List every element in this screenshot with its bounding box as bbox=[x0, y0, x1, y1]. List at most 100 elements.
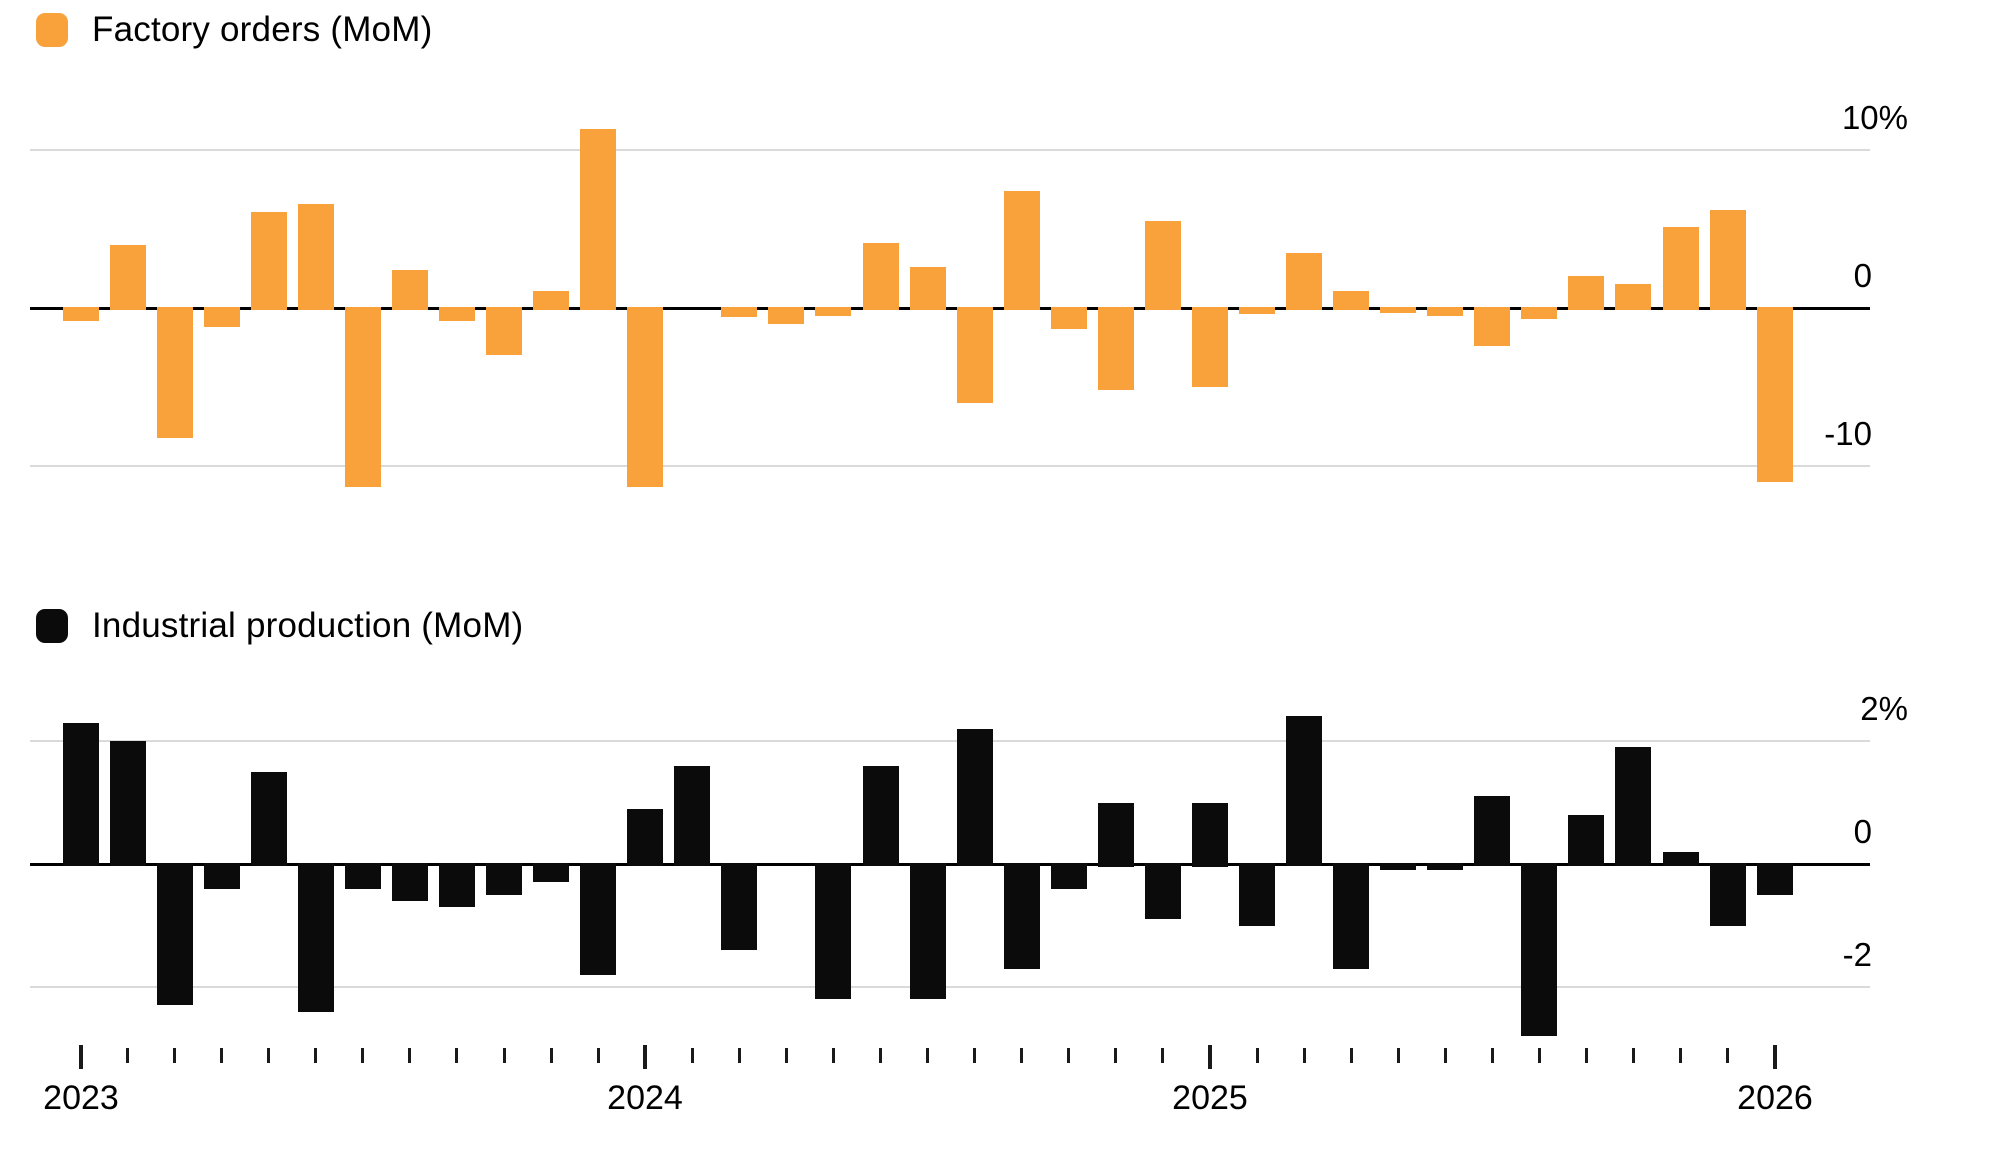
x-axis-minor-tick bbox=[1444, 1048, 1447, 1063]
industrial-production-bar-may-2024 bbox=[815, 863, 851, 999]
x-axis-minor-tick bbox=[738, 1048, 741, 1063]
industrial-production-bar-feb-2023 bbox=[110, 741, 146, 866]
x-axis-major-tick bbox=[1208, 1045, 1212, 1069]
industrial-production-bar-apr-2023 bbox=[204, 863, 240, 889]
legend-industrial-production: Industrial production (MoM) bbox=[36, 608, 523, 644]
industrial-production-bar-feb-2024 bbox=[674, 766, 710, 866]
industrial-production-bar-sep-2024 bbox=[1004, 863, 1040, 969]
industrial-production-bar-may-2023 bbox=[251, 772, 287, 866]
x-axis-minor-tick bbox=[1161, 1048, 1164, 1063]
factory-orders-bar-apr-2023 bbox=[204, 307, 240, 327]
industrial-production-bar-oct-2025 bbox=[1615, 747, 1651, 866]
x-axis-minor-tick bbox=[1114, 1048, 1117, 1063]
x-axis-minor-tick bbox=[1397, 1048, 1400, 1063]
industrial-production-bar-apr-2025 bbox=[1333, 863, 1369, 969]
industrial-production-bar-nov-2025 bbox=[1663, 852, 1699, 866]
factory-orders-bar-oct-2023 bbox=[486, 307, 522, 355]
industrial-production-bar-oct-2024 bbox=[1051, 863, 1087, 889]
legend-factory-orders-label: Factory orders (MoM) bbox=[92, 10, 433, 49]
factory-orders-bar-aug-2024 bbox=[957, 307, 993, 403]
x-axis-minor-tick bbox=[1491, 1048, 1494, 1063]
x-axis-year-label-2025: 2025 bbox=[1172, 1079, 1248, 1117]
x-axis-major-tick bbox=[79, 1045, 83, 1069]
factory-orders-bar-jan-2025 bbox=[1192, 307, 1228, 387]
legend-factory-orders: Factory orders (MoM) bbox=[36, 12, 432, 48]
industrial-production-bar-jan-2025 bbox=[1192, 803, 1228, 867]
factory-orders-bar-sep-2025 bbox=[1568, 276, 1604, 310]
industrial-production-bar-aug-2024 bbox=[957, 729, 993, 866]
industrial-production-ytick-label-2%: 2% bbox=[1860, 690, 1908, 727]
factory-orders-bar-sep-2023 bbox=[439, 307, 475, 321]
factory-orders-bar-jul-2023 bbox=[345, 307, 381, 487]
industrial-production-bar-jun-2025 bbox=[1427, 863, 1463, 870]
x-axis-minor-tick bbox=[1632, 1048, 1635, 1063]
factory-orders-bar-mar-2023 bbox=[157, 307, 193, 438]
industrial-production-bar-jun-2023 bbox=[298, 863, 334, 1012]
industrial-production-bar-aug-2023 bbox=[392, 863, 428, 901]
x-axis-minor-tick bbox=[550, 1048, 553, 1063]
factory-orders-ytick-label-10%: 10% bbox=[1841, 99, 1908, 136]
industrial-production-bar-nov-2023 bbox=[533, 863, 569, 882]
factory-orders-bar-nov-2024 bbox=[1098, 307, 1134, 390]
x-axis-minor-tick bbox=[220, 1048, 223, 1063]
industrial-production-bar-mar-2023 bbox=[157, 863, 193, 1005]
factory-orders-swatch-icon bbox=[36, 13, 68, 47]
factory-orders-bar-nov-2025 bbox=[1663, 227, 1699, 310]
factory-orders-bar-aug-2023 bbox=[392, 270, 428, 310]
x-axis-minor-tick bbox=[1256, 1048, 1259, 1063]
factory-orders-bar-jan-2026 bbox=[1757, 307, 1793, 482]
industrial-production-bar-jan-2026 bbox=[1757, 863, 1793, 895]
x-axis-minor-tick bbox=[973, 1048, 976, 1063]
industrial-production-bar-jan-2023 bbox=[63, 723, 99, 866]
factory-orders-bar-mar-2024 bbox=[721, 307, 757, 317]
x-axis-minor-tick bbox=[1726, 1048, 1729, 1063]
factory-orders-bar-oct-2024 bbox=[1051, 307, 1087, 329]
industrial-production-gridline--2 bbox=[30, 986, 1870, 988]
industrial-production-bar-jul-2023 bbox=[345, 863, 381, 889]
industrial-production-bar-aug-2025 bbox=[1521, 863, 1557, 1036]
x-axis-minor-tick bbox=[408, 1048, 411, 1063]
industrial-production-bar-may-2025 bbox=[1380, 863, 1416, 870]
factory-orders-bar-feb-2023 bbox=[110, 245, 146, 310]
x-axis-minor-tick bbox=[785, 1048, 788, 1063]
industrial-production-swatch-icon bbox=[36, 609, 68, 643]
industrial-production-zero-line bbox=[30, 863, 1870, 866]
factory-orders-bar-dec-2025 bbox=[1710, 210, 1746, 310]
x-axis-minor-tick bbox=[503, 1048, 506, 1063]
x-axis-minor-tick bbox=[1679, 1048, 1682, 1063]
factory-orders-bar-mar-2025 bbox=[1286, 253, 1322, 310]
x-axis-minor-tick bbox=[1020, 1048, 1023, 1063]
industrial-production-bar-jan-2024 bbox=[627, 809, 663, 866]
factory-orders-bar-nov-2023 bbox=[533, 291, 569, 310]
industrial-production-bar-dec-2023 bbox=[580, 863, 616, 975]
x-axis-minor-tick bbox=[455, 1048, 458, 1063]
x-axis-minor-tick bbox=[361, 1048, 364, 1063]
industrial-production-ytick-label-0: 0 bbox=[1853, 813, 1872, 850]
x-axis-year-label-2026: 2026 bbox=[1737, 1079, 1813, 1117]
factory-orders-bar-apr-2024 bbox=[768, 307, 804, 324]
factory-orders-bar-jul-2024 bbox=[910, 267, 946, 310]
factory-orders-zero-line bbox=[30, 307, 1870, 310]
industrial-production-bar-nov-2024 bbox=[1098, 803, 1134, 867]
industrial-production-bar-mar-2024 bbox=[721, 863, 757, 950]
factory-orders-ytick-label--10: -10 bbox=[1824, 415, 1872, 452]
x-axis-minor-tick bbox=[1303, 1048, 1306, 1063]
x-axis-minor-tick bbox=[314, 1048, 317, 1063]
industrial-production-ytick-label--2: -2 bbox=[1842, 936, 1872, 973]
factory-orders-bar-aug-2025 bbox=[1521, 307, 1557, 319]
factory-orders-bar-jun-2023 bbox=[298, 204, 334, 310]
factory-orders-bar-jun-2025 bbox=[1427, 307, 1463, 316]
x-axis-minor-tick bbox=[1067, 1048, 1070, 1063]
x-axis-minor-tick bbox=[926, 1048, 929, 1063]
factory-orders-bar-dec-2024 bbox=[1145, 221, 1181, 310]
industrial-production-bar-jul-2025 bbox=[1474, 796, 1510, 866]
factory-orders-bar-jun-2024 bbox=[863, 243, 899, 310]
factory-orders-bar-jan-2023 bbox=[63, 307, 99, 321]
industrial-production-bar-sep-2025 bbox=[1568, 815, 1604, 866]
x-axis-minor-tick bbox=[832, 1048, 835, 1063]
factory-orders-bar-may-2024 bbox=[815, 307, 851, 316]
factory-orders-bar-jul-2025 bbox=[1474, 307, 1510, 346]
x-axis-major-tick bbox=[643, 1045, 647, 1069]
x-axis-minor-tick bbox=[879, 1048, 882, 1063]
